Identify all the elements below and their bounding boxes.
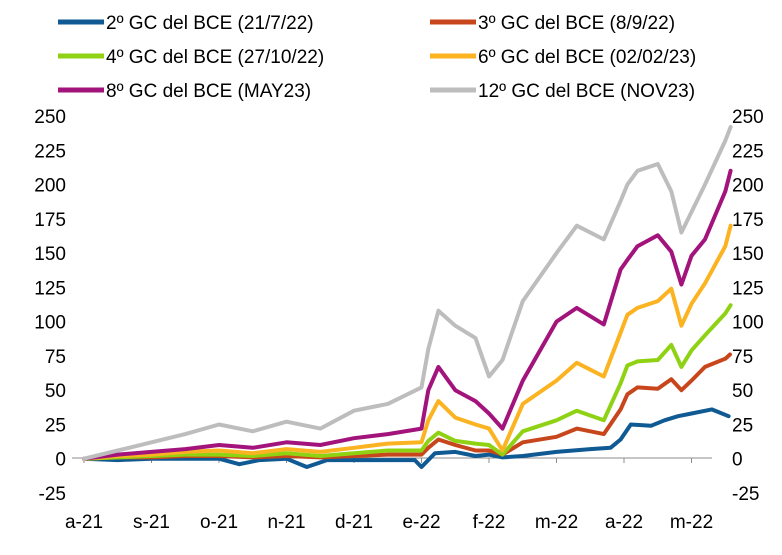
legend-label-6: 12º GC del BCE (NOV23): [478, 81, 695, 102]
y-tick-label-left: 25: [45, 415, 66, 436]
y-tick-label-right: 50: [732, 381, 753, 402]
y-tick-label-left: 175: [34, 210, 66, 231]
y-tick-label-right: -25: [732, 484, 759, 505]
legend-label-5: 8º GC del BCE (MAY23): [106, 81, 311, 102]
y-tick-label-left: 100: [34, 313, 66, 334]
x-tick-label: a-21: [65, 512, 103, 533]
legend-label-3: 4º GC del BCE (27/10/22): [106, 47, 324, 68]
y-tick-label-left: 250: [34, 107, 66, 128]
x-tick-label: m-22: [535, 512, 578, 533]
legend-label-2: 3º GC del BCE (8/9/22): [478, 13, 675, 34]
series-line-4: [82, 223, 733, 461]
x-tick-label: d-21: [335, 512, 373, 533]
y-tick-label-right: 175: [732, 210, 764, 231]
series-line-3: [82, 303, 733, 461]
y-tick-label-left: -25: [39, 484, 66, 505]
y-tick-label-right: 25: [732, 415, 753, 436]
y-tick-label-left: 225: [34, 141, 66, 162]
legend-label-1: 2º GC del BCE (21/7/22): [106, 13, 314, 34]
y-tick-label-left: 75: [45, 347, 66, 368]
y-tick-label-right: 225: [732, 141, 764, 162]
series-line-5: [82, 168, 733, 461]
x-tick-label: m-22: [670, 512, 713, 533]
y-tick-label-right: 150: [732, 244, 764, 265]
legend-label-4: 6º GC del BCE (02/02/23): [478, 47, 696, 68]
y-tick-label-right: 75: [732, 347, 753, 368]
series-line-6: [82, 125, 733, 461]
x-tick-label: a-22: [605, 512, 643, 533]
y-tick-label-right: 125: [732, 278, 764, 299]
y-tick-label-right: 250: [732, 107, 764, 128]
y-tick-label-right: 200: [732, 176, 764, 197]
y-tick-label-right: 0: [732, 450, 743, 471]
series-layer: [82, 125, 733, 469]
y-tick-label-left: 150: [34, 244, 66, 265]
x-tick-label: s-21: [133, 512, 170, 533]
legend: 2º GC del BCE (21/7/22) 3º GC del BCE (8/…: [58, 13, 696, 102]
x-tick-label: n-21: [267, 512, 305, 533]
y-tick-label-left: 125: [34, 278, 66, 299]
y-tick-label-right: 100: [732, 313, 764, 334]
y-tick-label-left: 50: [45, 381, 66, 402]
x-tick-label: f-22: [473, 512, 506, 533]
series-line-1: [82, 407, 731, 469]
y-tick-label-left: 0: [55, 450, 66, 471]
x-tick-label: o-21: [200, 512, 238, 533]
y-tick-label-left: 200: [34, 176, 66, 197]
x-tick-label: e-22: [402, 512, 440, 533]
